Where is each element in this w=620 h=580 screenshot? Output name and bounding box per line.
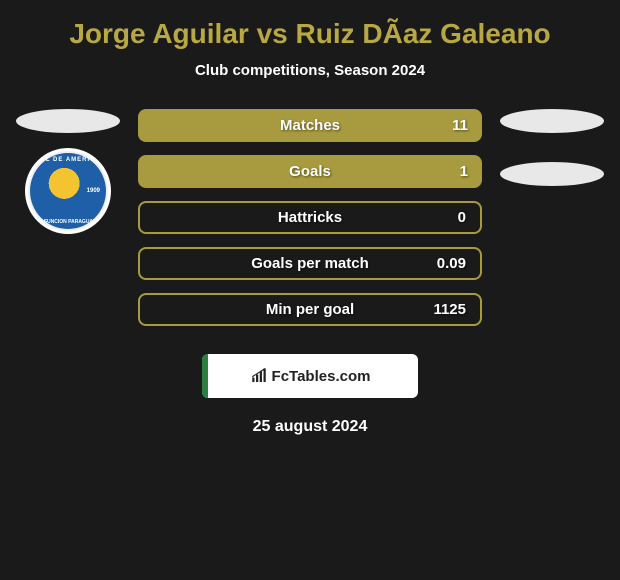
left-oval-placeholder xyxy=(16,109,120,133)
stat-label: Goals xyxy=(289,163,331,180)
right-oval-placeholder-1 xyxy=(500,109,604,133)
stat-label: Goals per match xyxy=(251,255,369,272)
logo-text-bottom: ASUNCION PARAGUAY xyxy=(40,219,96,225)
chart-icon xyxy=(250,367,268,385)
logo-text-top: SOL DE AMERICA xyxy=(35,157,101,163)
footer-logo: FcTables.com xyxy=(250,367,371,385)
stat-value: 1 xyxy=(460,163,468,180)
stat-value: 0 xyxy=(458,209,466,226)
stat-label: Matches xyxy=(280,117,340,134)
stat-value: 0.09 xyxy=(437,255,466,272)
right-team-column xyxy=(492,109,612,186)
stat-label: Hattricks xyxy=(278,209,342,226)
page-title: Jorge Aguilar vs Ruiz DÃ­az Galeano xyxy=(0,18,620,50)
date-label: 25 august 2024 xyxy=(0,418,620,436)
stat-value: 1125 xyxy=(433,301,466,318)
stat-label: Min per goal xyxy=(266,301,354,318)
left-team-column: SOL DE AMERICA ASUNCION PARAGUAY 1909 xyxy=(8,109,128,234)
subtitle: Club competitions, Season 2024 xyxy=(0,62,620,79)
stat-row-hattricks: Hattricks 0 xyxy=(138,201,482,234)
stats-column: Matches 11 Goals 1 Hattricks 0 Goals per… xyxy=(128,109,492,326)
footer-brand-box[interactable]: FcTables.com xyxy=(202,354,418,398)
footer-brand-text: FcTables.com xyxy=(272,368,371,385)
left-team-logo: SOL DE AMERICA ASUNCION PARAGUAY 1909 xyxy=(25,148,111,234)
stat-value: 11 xyxy=(452,117,468,134)
main-container: Jorge Aguilar vs Ruiz DÃ­az Galeano Club… xyxy=(0,0,620,446)
footer-accent-bar xyxy=(202,354,208,398)
right-oval-placeholder-2 xyxy=(500,162,604,186)
stat-row-goals: Goals 1 xyxy=(138,155,482,188)
logo-year: 1909 xyxy=(87,188,100,194)
stats-area: SOL DE AMERICA ASUNCION PARAGUAY 1909 Ma… xyxy=(0,109,620,326)
stat-row-min-per-goal: Min per goal 1125 xyxy=(138,293,482,326)
stat-row-matches: Matches 11 xyxy=(138,109,482,142)
stat-row-goals-per-match: Goals per match 0.09 xyxy=(138,247,482,280)
